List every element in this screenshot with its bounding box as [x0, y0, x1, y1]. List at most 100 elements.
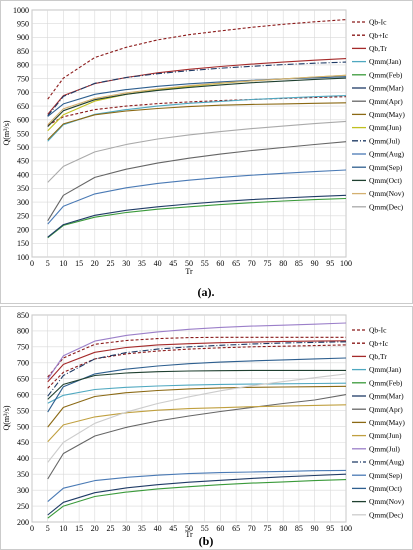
series-line [47, 77, 347, 127]
legend-label: Qb,Tr [369, 44, 387, 53]
x-tick-label: 60 [216, 259, 224, 268]
y-tick-label: 650 [17, 102, 29, 111]
legend-label: Qmm(Jun) [369, 123, 402, 132]
y-tick-label: 350 [17, 470, 29, 479]
x-tick-label: 40 [154, 259, 162, 268]
legend-label: Qmm(Jul) [369, 136, 400, 145]
x-tick-label: 35 [138, 259, 146, 268]
legend-label: Qmm(Feb) [369, 378, 403, 387]
y-tick-label: 250 [17, 212, 29, 221]
series-line [47, 197, 347, 239]
legend-label: Qb+Ic [369, 31, 389, 40]
legend-label: Qmm(Feb) [369, 70, 403, 79]
x-tick-label: 0 [30, 259, 34, 268]
figure-caption: (b) [199, 534, 214, 548]
legend-label: Qmm(Nov) [369, 497, 404, 506]
y-tick-label: 200 [17, 518, 29, 527]
series-line [47, 373, 347, 463]
series-line [47, 385, 347, 428]
x-tick-label: 85 [295, 524, 303, 533]
x-tick-label: 100 [340, 259, 352, 268]
x-tick-label: 35 [138, 524, 146, 533]
series-line [47, 102, 347, 141]
y-tick-label: 550 [17, 129, 29, 138]
series-line [47, 382, 347, 404]
y-tick-label: 400 [17, 454, 29, 463]
series-line [47, 169, 347, 225]
legend-label: Qmm(Sep) [369, 471, 403, 480]
series-line [47, 194, 347, 238]
y-tick-label: 950 [17, 20, 29, 29]
series-line [47, 341, 347, 397]
series-line [47, 394, 347, 480]
x-tick-label: 55 [201, 259, 209, 268]
x-tick-label: 15 [75, 524, 83, 533]
y-tick-label: 300 [17, 486, 29, 495]
series-line [47, 473, 347, 516]
legend-label: Qb-Ic [369, 326, 387, 335]
legend-label: Qmm(Nov) [369, 189, 404, 198]
y-tick-label: 500 [17, 422, 29, 431]
x-tick-label: 45 [169, 524, 177, 533]
series-line [47, 469, 347, 503]
legend-label: Qmm(May) [369, 418, 405, 427]
x-tick-label: 55 [201, 524, 209, 533]
x-tick-label: 85 [295, 259, 303, 268]
legend-label: Qb+Ic [369, 339, 389, 348]
y-tick-label: 800 [17, 61, 29, 70]
x-tick-label: 60 [216, 524, 224, 533]
legend-label: Qmm(Mar) [369, 392, 404, 401]
y-tick-label: 850 [17, 311, 29, 320]
legend-label: Qmm(Jan) [369, 365, 402, 374]
x-tick-label: 100 [340, 524, 352, 533]
x-tick-label: 50 [185, 524, 193, 533]
legend-label: Qmm(Aug) [369, 458, 404, 467]
x-tick-label: 5 [46, 524, 50, 533]
chart-a: 1001502002503003504004505005506006507007… [2, 6, 405, 299]
y-tick-label: 700 [17, 359, 29, 368]
legend-label: Qmm(Jul) [369, 444, 400, 453]
x-tick-label: 25 [107, 524, 115, 533]
y-axis-label: Q(m³/s) [2, 405, 11, 430]
y-tick-label: 1000 [13, 6, 29, 15]
x-tick-label: 45 [169, 259, 177, 268]
legend-label: Qmm(Apr) [369, 97, 403, 106]
series-line [47, 19, 347, 100]
series-line [47, 141, 347, 222]
y-tick-label: 600 [17, 390, 29, 399]
legend-label: Qb,Tr [369, 352, 387, 361]
y-tick-label: 400 [17, 170, 29, 179]
x-tick-label: 5 [46, 259, 50, 268]
x-tick-label: 20 [91, 259, 99, 268]
y-tick-label: 500 [17, 143, 29, 152]
legend-label: Qmm(Aug) [369, 150, 404, 159]
series-line [47, 340, 347, 383]
x-tick-label: 30 [122, 524, 130, 533]
x-tick-label: 95 [326, 524, 334, 533]
y-tick-label: 550 [17, 406, 29, 415]
legend-label: Qmm(Dec) [369, 202, 404, 211]
x-tick-label: 65 [232, 524, 240, 533]
y-tick-label: 800 [17, 327, 29, 336]
y-tick-label: 750 [17, 74, 29, 83]
x-axis-label: Tr [185, 267, 193, 276]
x-tick-label: 75 [264, 524, 272, 533]
x-tick-label: 10 [59, 259, 67, 268]
x-tick-label: 80 [279, 524, 287, 533]
legend-label: Qmm(Dec) [369, 510, 404, 519]
legend-label: Qmm(May) [369, 110, 405, 119]
x-tick-label: 50 [185, 259, 193, 268]
chart-b: 2002503003504004505005506006507007508008… [2, 311, 405, 548]
x-tick-label: 65 [232, 259, 240, 268]
y-tick-label: 450 [17, 157, 29, 166]
series-line [47, 322, 347, 380]
x-tick-label: 70 [248, 259, 256, 268]
x-tick-label: 15 [75, 259, 83, 268]
y-tick-label: 100 [17, 253, 29, 262]
y-axis-label: Q(m³/s) [2, 120, 11, 145]
y-tick-label: 350 [17, 184, 29, 193]
legend-label: Qmm(Apr) [369, 405, 403, 414]
series-line [47, 479, 347, 519]
figure-caption: (a). [198, 285, 215, 299]
